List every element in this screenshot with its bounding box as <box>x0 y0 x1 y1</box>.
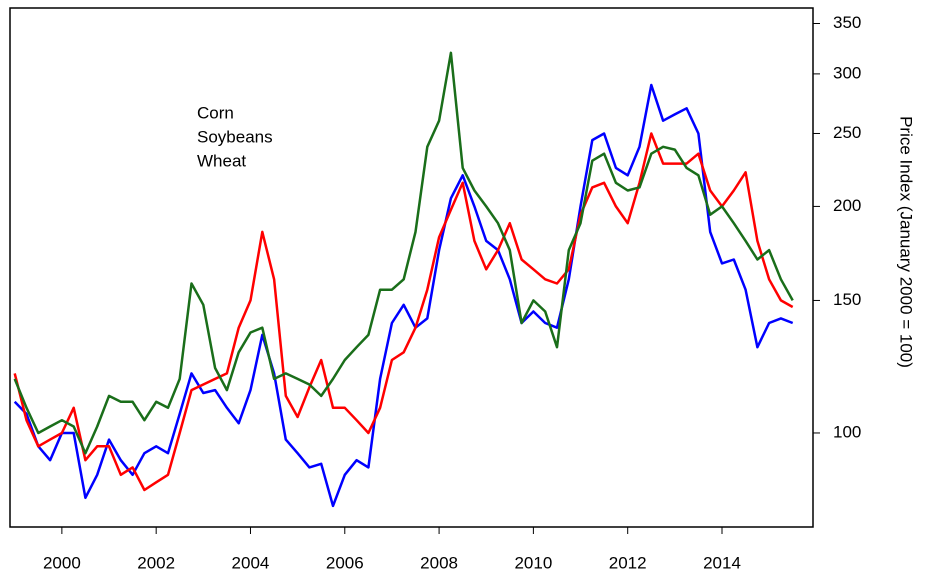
y-tick-label: 100 <box>833 422 861 441</box>
series-line <box>13 83 794 508</box>
x-tick-label: 2004 <box>232 553 270 572</box>
series-line <box>13 51 794 455</box>
x-tick-label: 2008 <box>420 553 458 572</box>
x-tick-label: 2000 <box>43 553 81 572</box>
y-tick-label: 150 <box>833 290 861 309</box>
legend-label: Soybeans <box>197 127 273 146</box>
x-tick-label: 2002 <box>137 553 175 572</box>
y-tick-label: 200 <box>833 196 861 215</box>
y-tick-label: 350 <box>833 13 861 32</box>
x-tick-label: 2014 <box>703 553 741 572</box>
series-line <box>13 132 794 492</box>
plot-frame <box>9 7 814 528</box>
y-axis-label: Price Index (January 2000 = 100) <box>897 116 916 368</box>
y-tick-label: 250 <box>833 123 861 142</box>
x-tick-label: 2006 <box>326 553 364 572</box>
legend-label: Corn <box>197 103 234 122</box>
y-tick-label: 300 <box>833 63 861 82</box>
x-tick-label: 2012 <box>609 553 647 572</box>
x-tick-label: 2010 <box>514 553 552 572</box>
legend-label: Wheat <box>197 151 246 170</box>
